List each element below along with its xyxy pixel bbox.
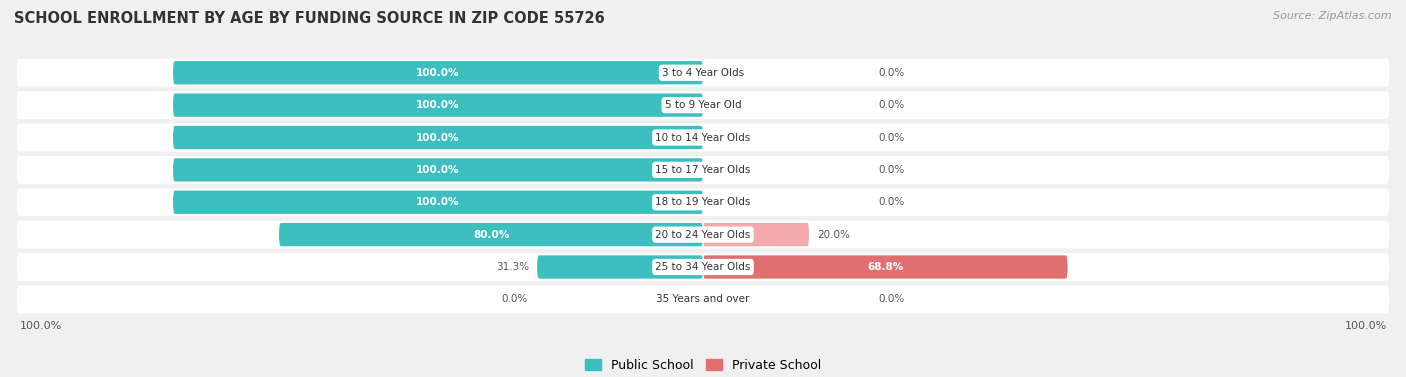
FancyBboxPatch shape xyxy=(173,126,703,149)
Text: SCHOOL ENROLLMENT BY AGE BY FUNDING SOURCE IN ZIP CODE 55726: SCHOOL ENROLLMENT BY AGE BY FUNDING SOUR… xyxy=(14,11,605,26)
Text: 0.0%: 0.0% xyxy=(877,100,904,110)
FancyBboxPatch shape xyxy=(173,158,703,182)
Text: 100.0%: 100.0% xyxy=(416,100,460,110)
FancyBboxPatch shape xyxy=(537,255,703,279)
Text: 80.0%: 80.0% xyxy=(472,230,509,240)
Legend: Public School, Private School: Public School, Private School xyxy=(579,354,827,377)
Text: 0.0%: 0.0% xyxy=(877,68,904,78)
FancyBboxPatch shape xyxy=(703,223,808,246)
FancyBboxPatch shape xyxy=(17,91,1389,119)
Text: 100.0%: 100.0% xyxy=(416,165,460,175)
FancyBboxPatch shape xyxy=(17,59,1389,87)
FancyBboxPatch shape xyxy=(17,124,1389,152)
Text: 35 Years and over: 35 Years and over xyxy=(657,294,749,304)
FancyBboxPatch shape xyxy=(17,253,1389,281)
Text: 0.0%: 0.0% xyxy=(877,294,904,304)
Text: 3 to 4 Year Olds: 3 to 4 Year Olds xyxy=(662,68,744,78)
Text: 5 to 9 Year Old: 5 to 9 Year Old xyxy=(665,100,741,110)
Text: 100.0%: 100.0% xyxy=(20,321,62,331)
Text: 31.3%: 31.3% xyxy=(496,262,529,272)
FancyBboxPatch shape xyxy=(278,223,703,246)
Text: 25 to 34 Year Olds: 25 to 34 Year Olds xyxy=(655,262,751,272)
FancyBboxPatch shape xyxy=(173,191,703,214)
Text: 0.0%: 0.0% xyxy=(877,165,904,175)
Text: 20.0%: 20.0% xyxy=(817,230,849,240)
FancyBboxPatch shape xyxy=(703,255,1067,279)
FancyBboxPatch shape xyxy=(17,156,1389,184)
Text: 20 to 24 Year Olds: 20 to 24 Year Olds xyxy=(655,230,751,240)
FancyBboxPatch shape xyxy=(17,221,1389,248)
Text: 0.0%: 0.0% xyxy=(502,294,529,304)
Text: 10 to 14 Year Olds: 10 to 14 Year Olds xyxy=(655,132,751,143)
FancyBboxPatch shape xyxy=(17,285,1389,313)
Text: 100.0%: 100.0% xyxy=(416,197,460,207)
Text: 100.0%: 100.0% xyxy=(1344,321,1386,331)
Text: 68.8%: 68.8% xyxy=(868,262,904,272)
Text: 15 to 17 Year Olds: 15 to 17 Year Olds xyxy=(655,165,751,175)
Text: 18 to 19 Year Olds: 18 to 19 Year Olds xyxy=(655,197,751,207)
FancyBboxPatch shape xyxy=(173,93,703,117)
Text: Source: ZipAtlas.com: Source: ZipAtlas.com xyxy=(1274,11,1392,21)
Text: 0.0%: 0.0% xyxy=(877,132,904,143)
Text: 100.0%: 100.0% xyxy=(416,132,460,143)
Text: 100.0%: 100.0% xyxy=(416,68,460,78)
Text: 0.0%: 0.0% xyxy=(877,197,904,207)
FancyBboxPatch shape xyxy=(17,188,1389,216)
FancyBboxPatch shape xyxy=(173,61,703,84)
